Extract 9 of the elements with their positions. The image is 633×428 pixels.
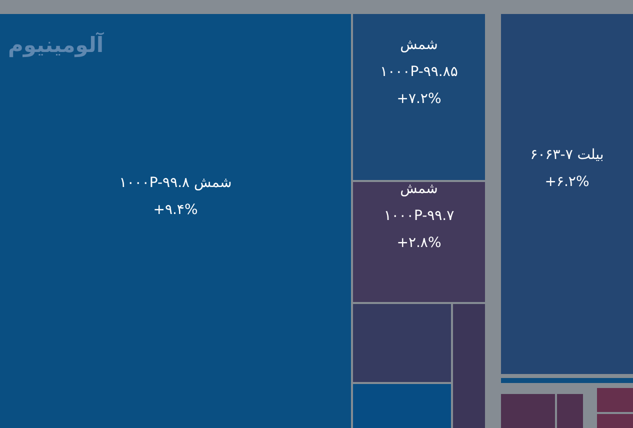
text: آلومینیوم — [8, 31, 104, 58]
category-label: شمش ۱۰۰۰P-۹۹.۸۵ — [380, 37, 458, 80]
category-label: شمش ۱۰۰۰P-۹۹.۸ — [119, 175, 232, 191]
data-label: +۷.۲% — [396, 91, 442, 107]
data-label: +۲.۸% — [396, 235, 442, 251]
data-label: +۹.۴% — [153, 202, 198, 218]
category-label: بیلت ۶۰۶۳-۷ — [530, 147, 604, 163]
data-label: +۶.۲% — [544, 174, 590, 190]
category-label: شمش ۱۰۰۰P-۹۹.۷ — [384, 181, 455, 224]
